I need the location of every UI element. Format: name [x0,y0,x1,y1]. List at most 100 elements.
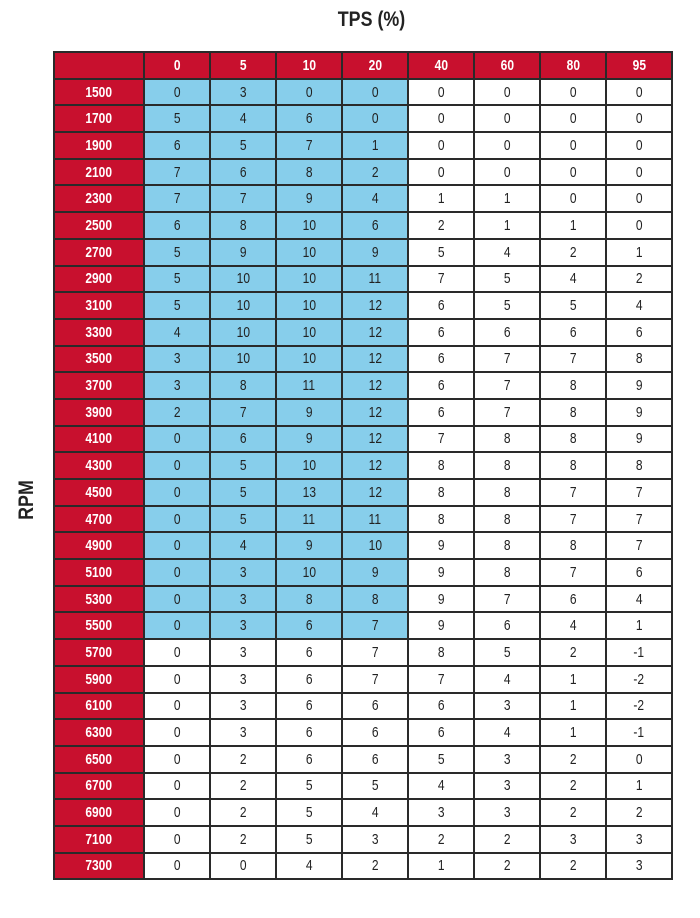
cell-value: 10 [302,563,316,581]
data-cell: 0 [473,104,541,134]
cell-value: 3 [503,777,511,795]
column-header-label: 5 [239,56,247,74]
row-header: 7300 [53,851,145,881]
data-cell: 2 [539,798,607,827]
data-cell: 2 [341,851,409,881]
column-header: 95 [605,51,673,80]
row-header: 6100 [53,691,145,721]
cell-value: 8 [569,430,577,448]
cell-value: 9 [635,430,643,448]
data-cell: 4 [143,317,211,347]
data-cell: 4 [341,798,409,827]
data-cell: 1 [605,237,673,267]
cell-value: 3 [239,590,247,608]
cell-value: 0 [635,750,643,768]
data-cell: 2 [209,744,277,774]
cell-value: 11 [302,377,316,395]
row-header-label: 4900 [85,537,113,555]
row-header-label: 1700 [85,110,113,128]
data-cell: 7 [539,344,607,374]
data-cell: 8 [473,451,541,480]
data-cell: 2 [209,824,277,854]
row-header-label: 3500 [85,350,113,368]
data-cell: 6 [605,558,673,587]
data-cell: 4 [473,664,541,694]
cell-value: 5 [569,297,577,315]
cell-value: 4 [371,190,379,208]
cell-value: 8 [635,350,643,368]
data-cell: 10 [275,451,343,480]
data-cell: 9 [341,558,409,587]
row-header: 1900 [53,131,145,160]
cell-value: 10 [302,270,316,288]
data-cell: 6 [407,397,475,427]
row-header-label: 5300 [85,590,113,608]
cell-value: 5 [173,243,181,261]
data-cell: 4 [209,531,277,561]
cell-value: 7 [503,377,511,395]
data-cell: 7 [407,424,475,454]
data-cell: 0 [143,798,211,827]
cell-value: 6 [305,110,313,128]
row-header: 5900 [53,664,145,694]
cell-value: 9 [437,537,445,555]
data-cell: 9 [605,424,673,454]
cell-value: 4 [437,777,445,795]
data-cell: 2 [539,638,607,667]
data-cell: 6 [209,157,277,187]
cell-value: 0 [173,590,181,608]
cell-value: 9 [305,537,313,555]
data-cell: 6 [407,691,475,721]
cell-value: 6 [371,724,379,742]
cell-value: 6 [503,323,511,341]
cell-value: 0 [569,110,577,128]
table-row: 4100 0 6 9 12 7 8 8 9 [53,424,673,454]
row-header: 6700 [53,771,145,801]
cell-value: 5 [173,270,181,288]
table-row: 2100 7 6 8 2 0 0 0 0 [53,157,673,187]
data-cell: 5 [143,264,211,294]
row-header-label: 2300 [85,190,113,208]
cell-value: -2 [633,670,645,688]
cell-value: 3 [239,697,247,715]
cell-value: 0 [173,83,181,101]
data-cell: 2 [143,397,211,427]
data-cell: 11 [275,504,343,534]
data-cell: 5 [209,451,277,480]
data-cell: 5 [275,798,343,827]
data-cell: 0 [407,77,475,107]
cell-value: 3 [239,643,247,661]
cell-value: 5 [503,643,511,661]
row-header-label: 5900 [85,670,113,688]
data-cell: 1 [539,664,607,694]
cell-value: 2 [569,750,577,768]
row-header: 4900 [53,531,145,561]
cell-value: 5 [239,457,247,475]
cell-value: 2 [569,857,577,875]
data-cell: 0 [407,131,475,160]
cell-value: 4 [239,537,247,555]
header-row: 0 5 10 20 40 60 80 95 [53,51,673,80]
data-cell: 8 [539,451,607,480]
cell-value: 0 [173,430,181,448]
data-cell: 5 [473,638,541,667]
data-cell: 0 [407,157,475,187]
cell-value: 0 [503,163,511,181]
data-cell: 7 [473,371,541,400]
data-cell: 6 [143,211,211,240]
cell-value: 2 [569,243,577,261]
cell-value: 0 [635,190,643,208]
cell-value: 1 [635,777,643,795]
data-cell: 9 [407,558,475,587]
data-cell: 10 [275,317,343,347]
cell-value: 3 [371,830,379,848]
cell-value: 0 [569,163,577,181]
data-cell: 12 [341,371,409,400]
cell-value: 12 [368,377,382,395]
cell-value: 0 [371,83,379,101]
cell-value: 7 [437,670,445,688]
data-cell: 9 [275,184,343,214]
cell-value: 4 [569,270,577,288]
cell-value: 0 [173,483,181,501]
cell-value: 10 [368,537,382,555]
